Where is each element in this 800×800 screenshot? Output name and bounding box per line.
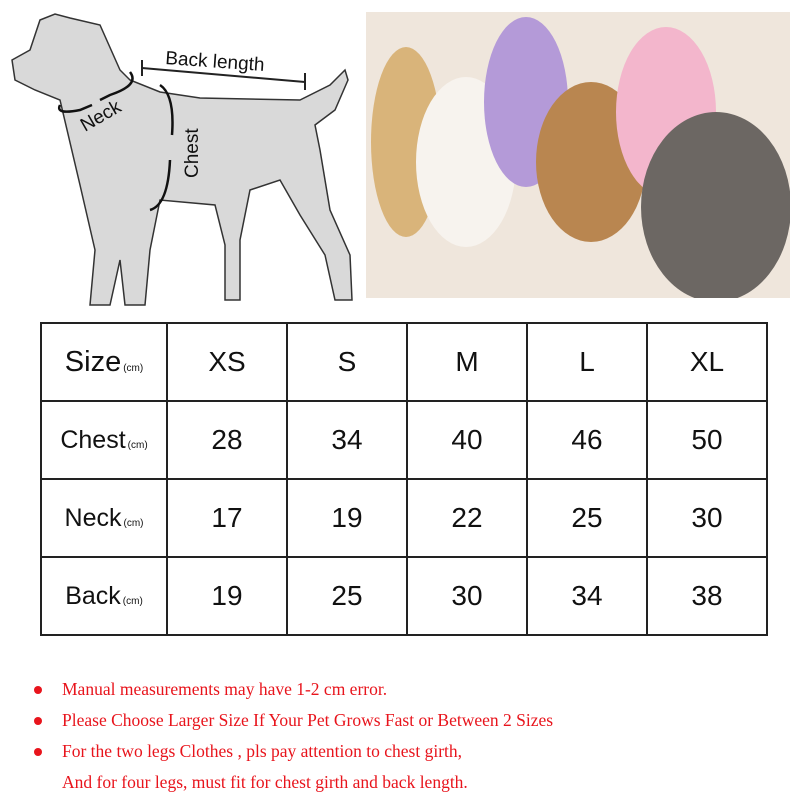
value-cell: 30 <box>646 478 768 558</box>
note-item: For the two legs Clothes , pls pay atten… <box>30 736 553 767</box>
value-cell: 34 <box>526 556 648 636</box>
size-cell: S <box>286 322 408 402</box>
value-cell: 17 <box>166 478 288 558</box>
row-label: Neck (cm) <box>40 478 168 558</box>
value-cell: 22 <box>406 478 528 558</box>
product-photo-vests <box>366 12 790 298</box>
value-cell: 40 <box>406 400 528 480</box>
bullet-icon <box>34 686 42 694</box>
value-cell: 38 <box>646 556 768 636</box>
value-cell: 25 <box>286 556 408 636</box>
note-item: And for four legs, must fit for chest gi… <box>62 772 468 792</box>
value-cell: 25 <box>526 478 648 558</box>
size-cell: XL <box>646 322 768 402</box>
size-header: Size (cm) <box>40 322 168 402</box>
value-cell: 28 <box>166 400 288 480</box>
table-header-row: Size (cm) XS S M L XL <box>40 322 768 402</box>
dog-silhouette <box>11 13 353 306</box>
size-cell: L <box>526 322 648 402</box>
table-row-neck: Neck (cm) 17 19 22 25 30 <box>40 478 768 558</box>
note-item: Manual measurements may have 1-2 cm erro… <box>30 674 553 705</box>
value-cell: 19 <box>286 478 408 558</box>
size-cell: M <box>406 322 528 402</box>
value-cell: 50 <box>646 400 768 480</box>
size-cell: XS <box>166 322 288 402</box>
chest-label: Chest <box>182 128 203 178</box>
value-cell: 34 <box>286 400 408 480</box>
bullet-icon <box>34 717 42 725</box>
dog-measurement-diagram: Back length Neck Chest <box>11 13 353 306</box>
bullet-icon <box>34 748 42 756</box>
value-cell: 30 <box>406 556 528 636</box>
table-row-chest: Chest (cm) 28 34 40 46 50 <box>40 400 768 480</box>
row-label: Back (cm) <box>40 556 168 636</box>
size-chart-table: Size (cm) XS S M L XL Chest (cm) 28 34 40 … <box>40 322 768 636</box>
table-row-back: Back (cm) 19 25 30 34 38 <box>40 556 768 636</box>
value-cell: 19 <box>166 556 288 636</box>
row-label: Chest (cm) <box>40 400 168 480</box>
value-cell: 46 <box>526 400 648 480</box>
note-item: Please Choose Larger Size If Your Pet Gr… <box>30 705 553 736</box>
notes-list: Manual measurements may have 1-2 cm erro… <box>30 674 553 798</box>
